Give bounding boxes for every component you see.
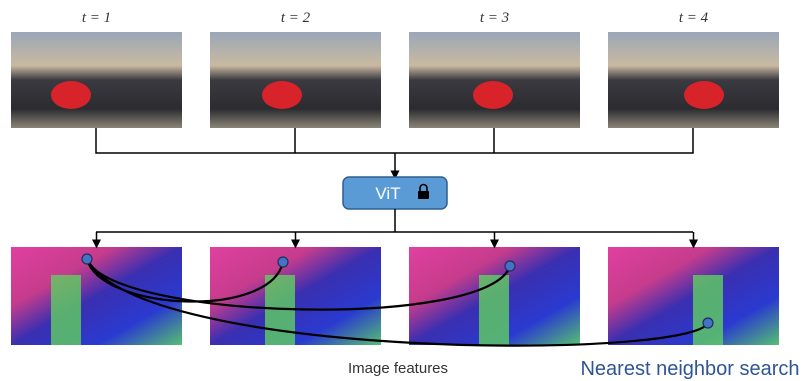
dancer bbox=[473, 81, 513, 109]
search-caption: Nearest neighbor search bbox=[580, 358, 799, 380]
features-caption: Image features bbox=[348, 360, 448, 377]
connector bbox=[96, 209, 693, 232]
frame-image bbox=[608, 32, 779, 128]
time-label: t = 1 bbox=[82, 10, 111, 26]
feature-map bbox=[11, 247, 182, 345]
connector bbox=[96, 128, 693, 175]
time-label: t = 4 bbox=[679, 10, 709, 26]
frame-image bbox=[11, 32, 182, 128]
frame-image bbox=[210, 32, 381, 128]
feature-region bbox=[479, 275, 509, 345]
time-label: t = 3 bbox=[480, 10, 509, 26]
frame-image bbox=[409, 32, 580, 128]
vit-label: ViT bbox=[375, 184, 400, 203]
feature-region bbox=[693, 275, 723, 345]
dancer bbox=[262, 81, 302, 109]
dancer bbox=[51, 81, 91, 109]
feature-region bbox=[51, 275, 81, 345]
diagram: t = 1t = 2t = 3t = 4 ViT Image features … bbox=[0, 0, 809, 381]
time-label: t = 2 bbox=[281, 10, 311, 26]
dancer bbox=[684, 81, 724, 109]
